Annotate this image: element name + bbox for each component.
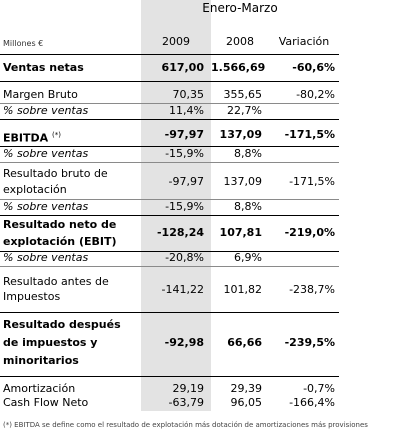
row-label-resultado-antes-impuestos: Resultado antes de bbox=[3, 275, 109, 288]
row-label-pct-sobre-ventas: % sobre ventas bbox=[3, 104, 89, 117]
row-value-2008: 101,82 bbox=[223, 283, 263, 296]
row-label-ventas-netas: Ventas netas bbox=[3, 61, 84, 74]
row-divider bbox=[0, 312, 339, 313]
row-value-2008: 8,8% bbox=[234, 200, 262, 213]
row-value-variation: -239,5% bbox=[284, 336, 335, 349]
row-label-resultado-despues: Resultado después bbox=[3, 318, 121, 331]
row-label-ebit-line2: explotación (EBIT) bbox=[3, 235, 117, 248]
row-value-variation: -166,4% bbox=[289, 396, 335, 409]
row-value-variation: -171,5% bbox=[284, 128, 335, 141]
column-header-2009: 2009 bbox=[162, 35, 190, 48]
footnote-mark: (*) bbox=[51, 131, 61, 139]
row-value-2008: 107,81 bbox=[219, 226, 262, 239]
row-value-2009: 70,35 bbox=[172, 88, 205, 101]
row-value-2009: -92,98 bbox=[164, 336, 204, 349]
row-value-variation: -238,7% bbox=[289, 283, 335, 296]
units-label: Millones € bbox=[3, 39, 44, 48]
row-value-variation: -80,2% bbox=[296, 88, 335, 101]
row-value-variation: -0,7% bbox=[303, 382, 335, 395]
row-divider bbox=[0, 376, 339, 377]
header-divider bbox=[0, 54, 339, 55]
footnote: (*) EBITDA se define como el resultado d… bbox=[3, 421, 368, 429]
row-label-cash-flow-neto: Cash Flow Neto bbox=[3, 396, 89, 409]
column-header-variation: Variación bbox=[278, 35, 330, 48]
row-value-2009: -128,24 bbox=[156, 226, 204, 239]
row-value-2009: -97,97 bbox=[164, 128, 204, 141]
current-year-column-shading bbox=[141, 0, 211, 411]
row-label-pct-sobre-ventas: % sobre ventas bbox=[3, 200, 89, 213]
column-header-2008: 2008 bbox=[226, 35, 254, 48]
row-value-2008: 355,65 bbox=[223, 88, 263, 101]
row-label-ebitda: EBITDA (*) bbox=[3, 131, 61, 145]
row-value-2008: 1.566,69 bbox=[211, 61, 266, 74]
row-value-variation: -219,0% bbox=[284, 226, 335, 239]
row-value-2008: 96,05 bbox=[230, 396, 263, 409]
row-divider bbox=[0, 81, 339, 82]
row-value-2008: 6,9% bbox=[234, 251, 262, 264]
row-label-resultado-antes-impuestos-line2: Impuestos bbox=[3, 290, 61, 303]
row-divider bbox=[0, 119, 339, 120]
row-value-2008: 137,09 bbox=[219, 128, 262, 141]
row-value-2009: -20,8% bbox=[165, 251, 204, 264]
row-value-2009: 617,00 bbox=[161, 61, 204, 74]
row-value-2008: 66,66 bbox=[227, 336, 262, 349]
row-divider bbox=[0, 146, 339, 147]
row-label-pct-sobre-ventas: % sobre ventas bbox=[3, 251, 89, 264]
row-divider bbox=[0, 215, 339, 216]
row-divider bbox=[0, 251, 339, 252]
row-value-2009: -15,9% bbox=[165, 200, 204, 213]
row-value-2008: 22,7% bbox=[227, 104, 262, 117]
row-divider bbox=[0, 199, 339, 200]
row-value-2008: 8,8% bbox=[234, 147, 262, 160]
row-label-margen-bruto: Margen Bruto bbox=[3, 88, 78, 101]
row-value-2009: -15,9% bbox=[165, 147, 204, 160]
row-divider bbox=[0, 162, 339, 163]
row-value-2009: -141,22 bbox=[161, 283, 204, 296]
row-value-variation: -171,5% bbox=[289, 175, 335, 188]
row-label-pct-sobre-ventas: % sobre ventas bbox=[3, 147, 89, 160]
row-label-resultado-bruto-line2: explotación bbox=[3, 183, 67, 196]
row-value-variation: -60,6% bbox=[292, 61, 335, 74]
row-label-amortizacion: Amortización bbox=[3, 382, 76, 395]
row-value-2009: 29,19 bbox=[172, 382, 205, 395]
row-label-resultado-despues-line3: minoritarios bbox=[3, 354, 79, 367]
row-label-resultado-bruto: Resultado bruto de bbox=[3, 167, 108, 180]
row-value-2009: -97,97 bbox=[168, 175, 204, 188]
row-label-resultado-despues-line2: de impuestos y bbox=[3, 336, 98, 349]
row-value-2009: 11,4% bbox=[169, 104, 204, 117]
row-value-2009: -63,79 bbox=[168, 396, 204, 409]
row-value-2008: 137,09 bbox=[223, 175, 263, 188]
row-divider bbox=[0, 266, 339, 267]
row-divider bbox=[0, 103, 339, 104]
period-header: Enero-Marzo bbox=[202, 1, 278, 15]
row-value-2008: 29,39 bbox=[230, 382, 263, 395]
row-label-ebit: Resultado neto de bbox=[3, 218, 117, 231]
